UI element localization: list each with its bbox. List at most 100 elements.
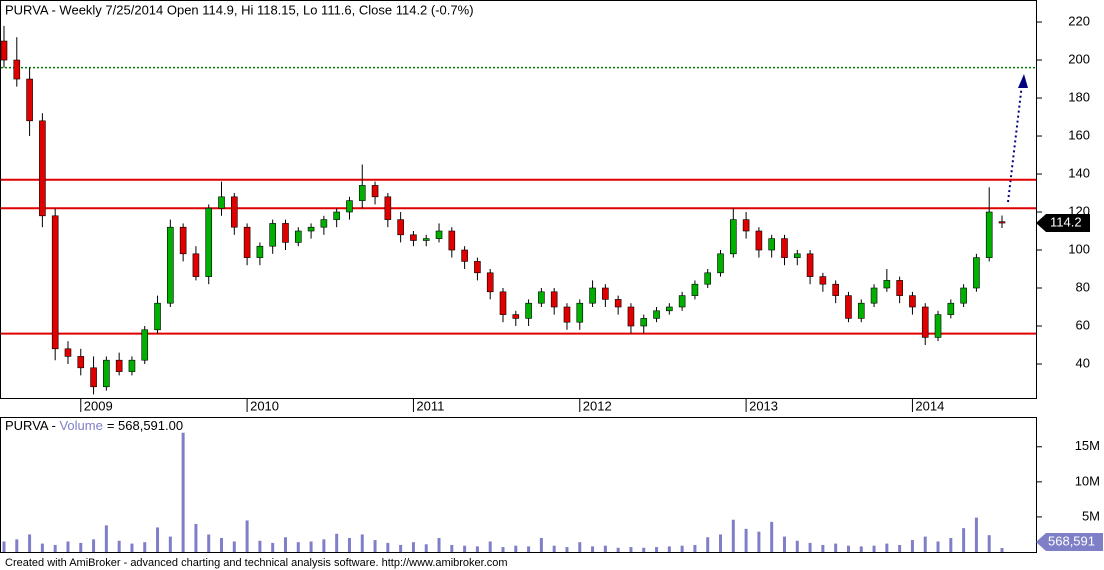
volume-bar (693, 544, 697, 552)
candle-body (384, 196, 392, 220)
volume-bar (680, 545, 684, 552)
volume-bar (808, 542, 812, 552)
candle-body (435, 230, 443, 239)
volume-value: = 568,591.00 (107, 418, 183, 433)
candle-body (282, 223, 289, 243)
candle-body (397, 219, 404, 236)
x-tick-label: 2011 (416, 398, 444, 413)
candle-body (461, 249, 468, 262)
candle-body (294, 230, 302, 243)
arrow-head (1018, 74, 1028, 88)
volume-bar (578, 542, 582, 552)
candle-body (678, 295, 686, 308)
candle-body (857, 302, 865, 319)
candle-body (947, 302, 955, 315)
candle-body (64, 348, 72, 357)
volume-bar (936, 541, 940, 552)
y-tick-label: 100 (1068, 241, 1090, 256)
volume-bar (1000, 548, 1004, 552)
candle-body (243, 226, 251, 258)
candle-body (614, 299, 622, 308)
volume-bar (40, 543, 44, 552)
y-tick-label: 220 (1068, 13, 1090, 28)
volume-bar (872, 545, 876, 552)
volume-tag (1036, 533, 1103, 552)
volume-bar (104, 525, 108, 552)
volume-bar (706, 537, 710, 552)
volume-bar (220, 537, 224, 552)
volume-bar (130, 543, 134, 552)
y-tick-label: 200 (1068, 51, 1090, 66)
volume-bar (501, 547, 505, 552)
volume-bar (782, 536, 786, 552)
price-tag-label: 114.2 (1050, 214, 1082, 229)
volume-bar (283, 537, 287, 552)
candle-body (602, 287, 609, 300)
candle-body (410, 234, 417, 241)
candle-body (90, 367, 97, 388)
candle-body (218, 196, 225, 209)
volume-bar (335, 533, 339, 552)
volume-bar (962, 528, 966, 552)
candle-body (845, 295, 852, 319)
volume-bar (821, 544, 825, 552)
volume-tag-label: 568,591 (1048, 533, 1095, 548)
candle-body (179, 226, 187, 255)
y-tick-label: 140 (1068, 165, 1090, 180)
volume-bar (347, 537, 351, 552)
x-tick-label: 2014 (915, 398, 944, 413)
candle-body (256, 245, 264, 258)
candle-body (77, 356, 85, 369)
x-tick-label: 2009 (84, 398, 113, 413)
volume-frame (0, 417, 1037, 553)
candle-body (422, 238, 430, 241)
y-tick-label: 5M (1082, 508, 1100, 523)
candle-body (154, 302, 161, 331)
candle-body (231, 196, 238, 228)
volume-bar (258, 540, 262, 552)
volume-bar (92, 539, 96, 552)
volume-bar (757, 531, 761, 552)
candle-body (320, 219, 328, 228)
candle-body (934, 314, 942, 338)
candle-body (704, 272, 712, 285)
candle-body (26, 78, 33, 122)
candle-body (819, 276, 827, 285)
volume-name: Volume (59, 418, 102, 433)
candle-body (39, 120, 46, 217)
y-tick-label: 40 (1076, 355, 1090, 370)
volume-bar (488, 541, 492, 552)
volume-bar (616, 547, 620, 552)
x-tick-label: 2010 (250, 398, 279, 413)
volume-bar (923, 536, 927, 552)
volume-bar (117, 540, 121, 552)
volume-bar (168, 536, 172, 552)
candle-body (985, 211, 993, 258)
y-tick-label: 60 (1076, 317, 1090, 332)
volume-bar (296, 542, 300, 552)
chart-title: PURVA - Weekly 7/25/2014 Open 114.9, Hi … (5, 2, 474, 17)
candle-body (269, 223, 276, 247)
volume-bar (565, 547, 569, 552)
volume-bar (719, 534, 723, 552)
candle-body (806, 253, 814, 277)
volume-bar (974, 517, 978, 552)
candle-body (205, 207, 213, 277)
volume-bar (770, 521, 774, 552)
y-tick-label: 10M (1075, 473, 1100, 488)
candle-body (998, 221, 1006, 224)
volume-bar (846, 545, 850, 552)
candle-body (167, 226, 174, 304)
candle-body (128, 359, 136, 372)
candle-body (691, 283, 699, 296)
candle-body (960, 287, 967, 304)
volume-bar (591, 546, 595, 552)
y-tick-label: 180 (1068, 89, 1090, 104)
candle-body (448, 230, 456, 251)
volume-bar (552, 545, 556, 552)
volume-bar (156, 527, 160, 552)
candle-body (563, 306, 571, 323)
candle-body (755, 230, 763, 251)
volume-bar (527, 546, 531, 552)
